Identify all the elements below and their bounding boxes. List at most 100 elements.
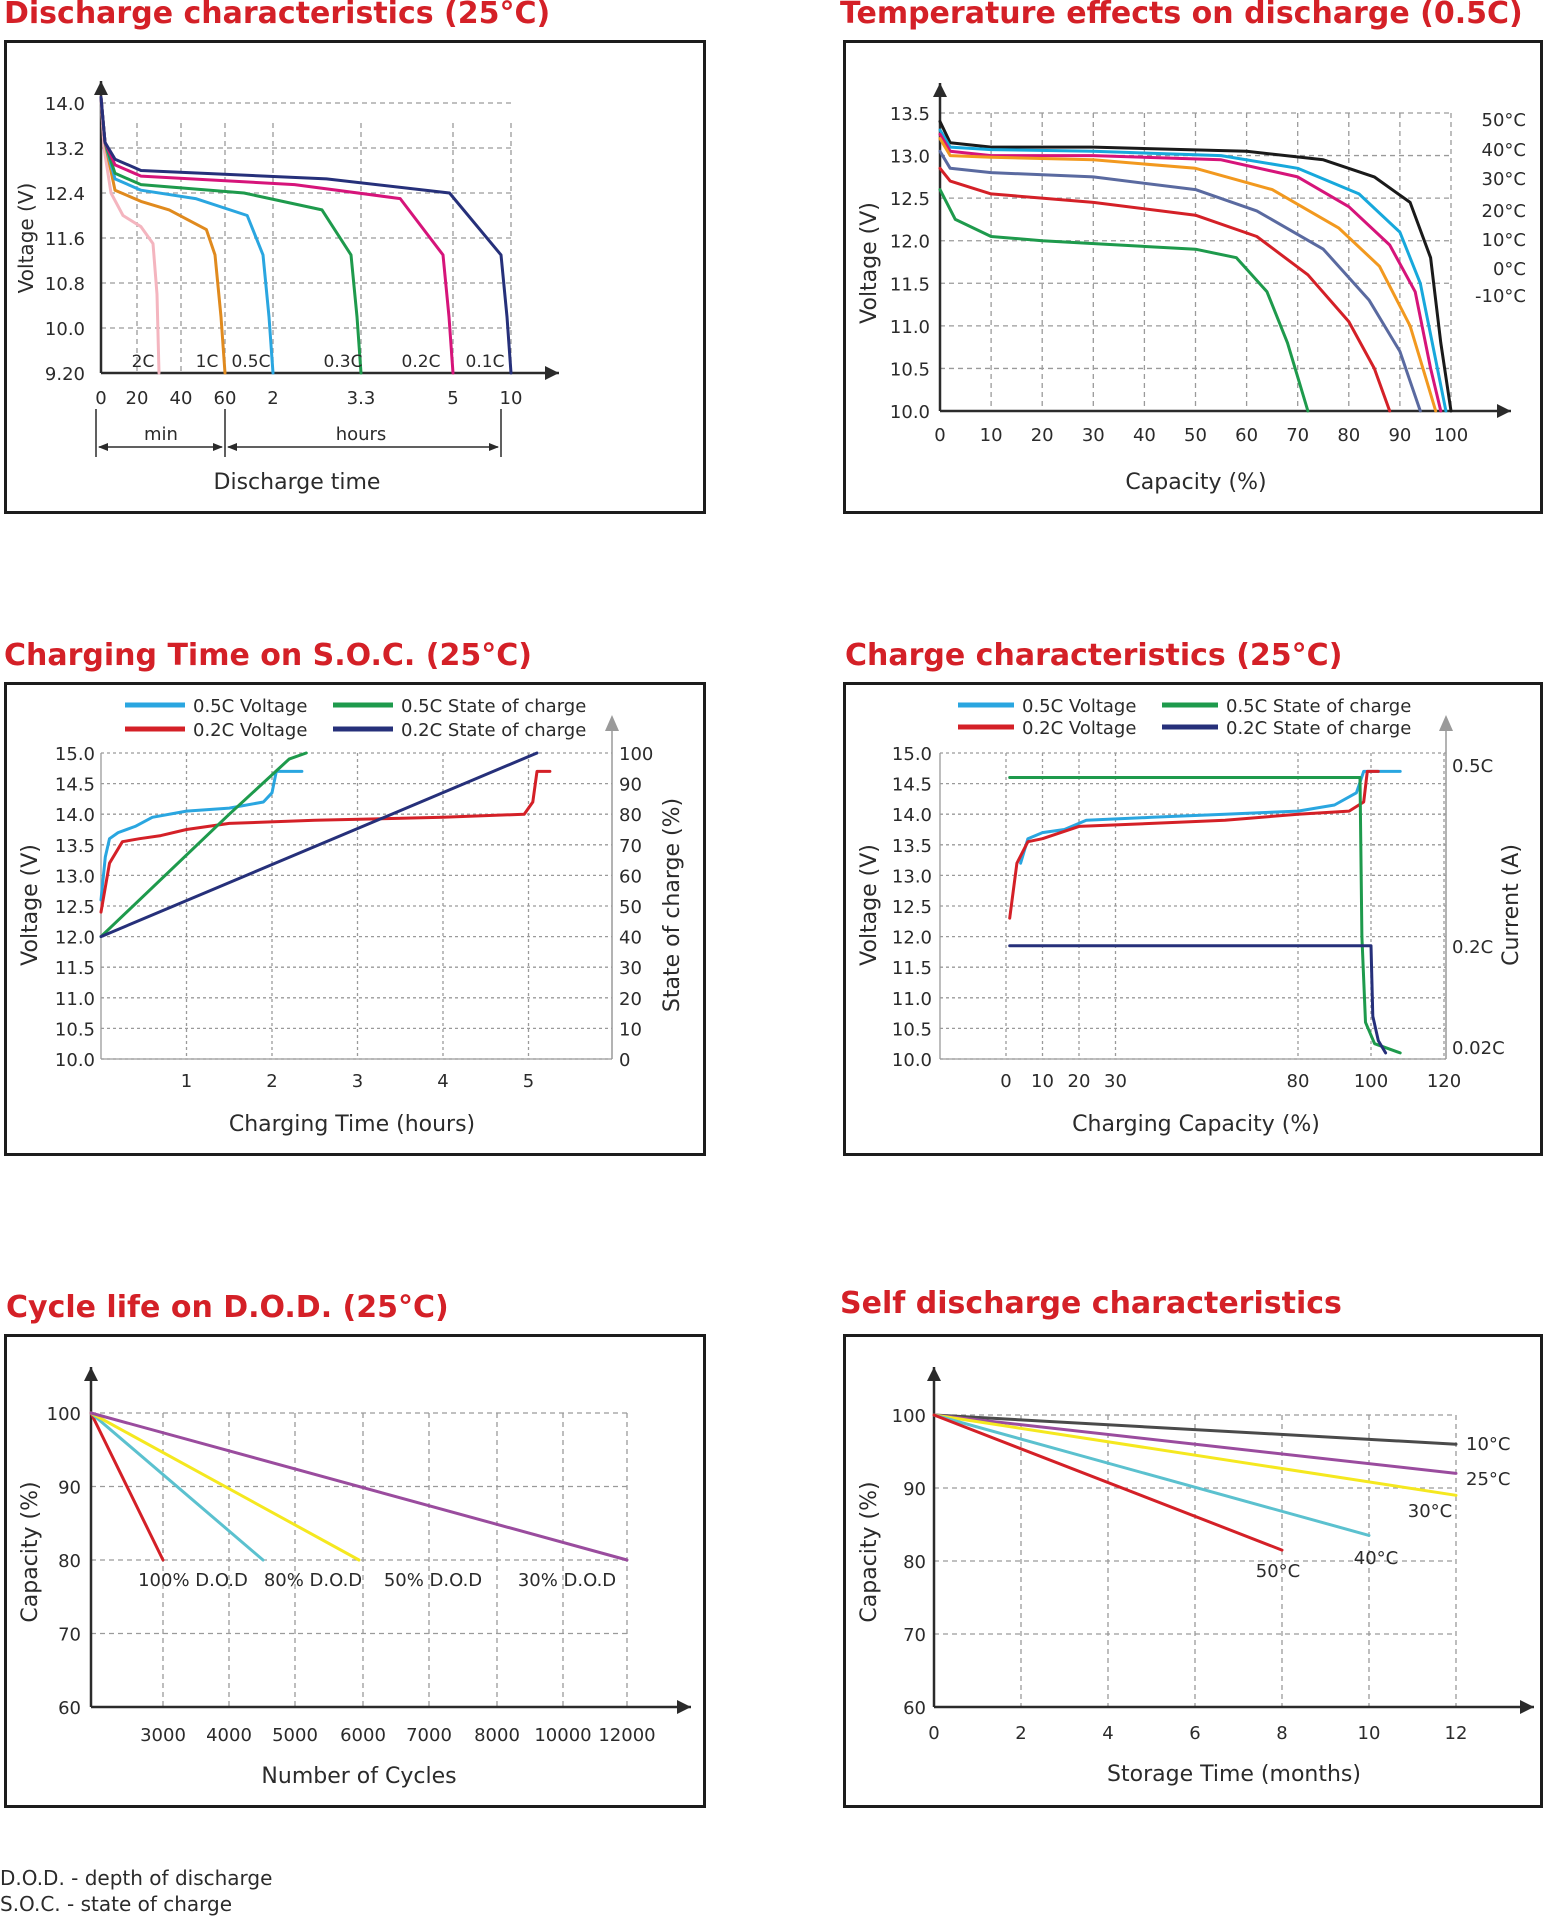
y-tick-label: 12.0 xyxy=(892,928,932,949)
title-discharge: Discharge characteristics (25°C) xyxy=(4,0,551,31)
series-100-d-o-d xyxy=(89,1411,165,1562)
y-tick-label: 14.0 xyxy=(55,805,95,826)
x-tick-label: 8 xyxy=(1276,1723,1287,1744)
y-axis-label: Voltage (V) xyxy=(18,844,43,966)
x-tick-label: 5 xyxy=(523,1071,534,1092)
y-tick-label: 12.5 xyxy=(890,189,930,210)
y-axis-head xyxy=(94,81,108,95)
y-tick-label: 9.20 xyxy=(45,364,85,385)
title-charge-characteristics: Charge characteristics (25°C) xyxy=(845,638,1343,673)
y-tick-label: 12.0 xyxy=(55,928,95,949)
series-label: 0.1C xyxy=(466,352,505,372)
y-axis-label: Capacity (%) xyxy=(18,1481,43,1622)
y-axis-label: Voltage (V) xyxy=(857,202,882,324)
series-label: 1C xyxy=(196,352,219,372)
y-tick-label: 11.5 xyxy=(892,958,932,979)
arrow-head xyxy=(227,443,237,451)
series-30-c xyxy=(932,1413,1458,1497)
title-temperature: Temperature effects on discharge (0.5C) xyxy=(840,0,1523,31)
series-40-c xyxy=(938,128,1448,413)
x-axis-label: Capacity (%) xyxy=(1125,470,1266,495)
y-tick-label: 60 xyxy=(58,1698,81,1719)
series-0-2c-voltage xyxy=(1008,769,1380,920)
series-0-c xyxy=(938,166,1392,413)
y-tick-label: 11.0 xyxy=(55,989,95,1010)
y-axis-label: Capacity (%) xyxy=(857,1481,882,1622)
y-tick-label: 11.5 xyxy=(890,274,930,295)
y-tick-label: 90 xyxy=(903,1479,926,1500)
series-0-1c xyxy=(99,95,513,375)
y-tick-label: 13.5 xyxy=(890,104,930,125)
series-50-c xyxy=(938,120,1453,413)
series-label: 100% D.O.D xyxy=(138,1570,248,1591)
series-label: 2C xyxy=(132,352,155,372)
y-tick-label: 12.5 xyxy=(892,897,932,918)
x-axis-label: Discharge time xyxy=(214,470,381,495)
chart-charge-characteristics: 15.0 14.5 14.0 13.5 13.0 12.5 12.0 11.5 11.0 10.5… xyxy=(843,682,1543,1156)
series-0-2c-state-of-charge xyxy=(99,751,539,939)
legend-0-2c-state-of-charge: 0.2C State of charge xyxy=(401,720,586,741)
y-tick-label: 13.0 xyxy=(890,147,930,168)
legend-30-c: 30°C xyxy=(1482,169,1526,190)
y2-axis-head xyxy=(605,715,619,731)
x-tick-label: 3.3 xyxy=(347,388,376,409)
legend-10-c: 10°C xyxy=(1482,230,1526,251)
series-label: 0.5C xyxy=(232,352,271,372)
series-label: 30°C xyxy=(1408,1501,1452,1522)
series-0-3c xyxy=(99,95,363,375)
arrow-head xyxy=(213,443,223,451)
y-tick-label: 13.0 xyxy=(55,866,95,887)
y2-tick-label: 0.5C xyxy=(1452,756,1493,777)
series-label: 25°C xyxy=(1466,1469,1510,1490)
y2-tick-label: 100 xyxy=(619,744,653,765)
chart-charging-time: 15.0 14.5 14.0 13.5 13.0 12.5 12.0 11.5 11.0 10.5… xyxy=(4,682,706,1156)
legend-40-c: 40°C xyxy=(1482,140,1526,161)
x-tick-label: 40 xyxy=(1133,425,1156,446)
y-tick-label: 10.5 xyxy=(892,1019,932,1040)
legend-10-c: -10°C xyxy=(1475,286,1526,307)
x-axis-label: Number of Cycles xyxy=(261,1764,456,1789)
y2-tick-label: 40 xyxy=(619,928,642,949)
series-label: 80% D.O.D xyxy=(264,1570,362,1591)
series-50-d-o-d xyxy=(89,1411,361,1562)
y-tick-label: 10.8 xyxy=(45,274,85,295)
series-0-5c-state-of-charge xyxy=(1008,776,1402,1055)
series-0-2c xyxy=(99,95,455,375)
legend-0-2c-voltage: 0.2C Voltage xyxy=(193,720,307,741)
y-tick-label: 11.5 xyxy=(55,958,95,979)
arrow-head xyxy=(489,443,499,451)
x-axis-label: Charging Capacity (%) xyxy=(1072,1112,1320,1137)
y-tick-label: 14.0 xyxy=(892,805,932,826)
y2-tick-label: 0 xyxy=(619,1050,630,1071)
legend-0-5c-state-of-charge: 0.5C State of charge xyxy=(401,696,586,717)
x-tick-label: 0 xyxy=(934,425,945,446)
y-tick-label: 11.0 xyxy=(890,317,930,338)
y-tick-label: 12.4 xyxy=(45,184,85,205)
legend-50-c: 50°C xyxy=(1482,110,1526,131)
series-label: 50°C xyxy=(1256,1561,1300,1582)
y-axis-label: Voltage (V) xyxy=(857,844,882,966)
y-tick-label: 11.0 xyxy=(892,989,932,1010)
y-axis-head xyxy=(927,1367,941,1381)
series-label: 0.3C xyxy=(324,352,363,372)
y2-tick-label: 90 xyxy=(619,775,642,796)
footnote-soc: S.O.C. - state of charge xyxy=(0,1892,233,1916)
x-axis-head xyxy=(677,1700,691,1714)
x-tick-label: 40 xyxy=(170,388,193,409)
series-25-c xyxy=(932,1413,1458,1475)
footnote-dod: D.O.D. - depth of discharge xyxy=(0,1866,273,1890)
title-charging-time: Charging Time on S.O.C. (25°C) xyxy=(4,638,532,673)
series-0-2c-voltage xyxy=(99,769,552,914)
series-30-d-o-d xyxy=(89,1411,629,1562)
x-tick-label: 12000 xyxy=(598,1725,655,1746)
x-tick-label: 10 xyxy=(500,388,523,409)
x-tick-label: 10000 xyxy=(534,1725,591,1746)
legend-0-5c-state-of-charge: 0.5C State of charge xyxy=(1226,696,1411,717)
y2-axis-label: State of charge (%) xyxy=(660,798,685,1012)
y2-tick-label: 10 xyxy=(619,1019,642,1040)
y-axis-head xyxy=(933,83,947,97)
y-tick-label: 100 xyxy=(892,1406,926,1427)
series-label: 10°C xyxy=(1466,1434,1510,1455)
series-10-c xyxy=(932,1413,1458,1446)
y-tick-label: 10.0 xyxy=(55,1050,95,1071)
